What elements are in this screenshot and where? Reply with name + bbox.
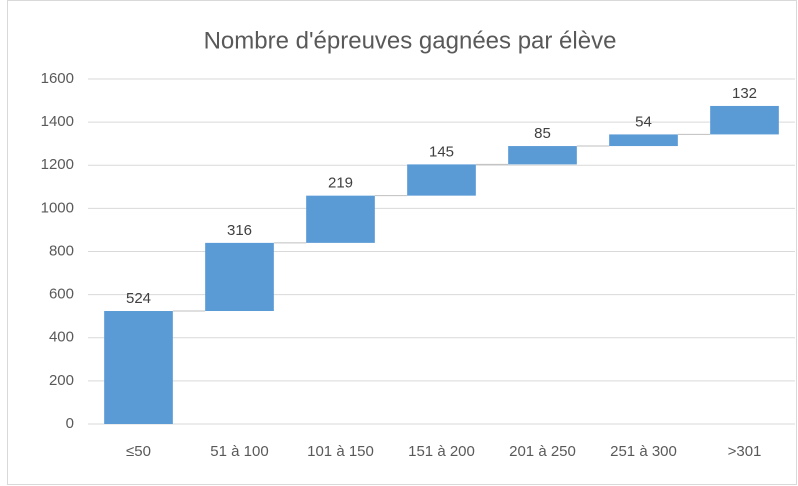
x-tick-label: 151 à 200 [408,443,475,460]
bar [407,164,476,196]
x-tick-label: >301 [728,443,762,460]
data-label: 145 [429,143,454,160]
y-tick-label: 600 [49,286,74,303]
x-tick-label: 51 à 100 [210,443,268,460]
bar [205,242,274,312]
data-label: 54 [635,113,652,130]
data-label: 524 [126,290,151,307]
data-label: 85 [534,125,551,142]
bar [306,195,375,243]
y-tick-label: 800 [49,242,74,259]
x-tick-label: 251 à 300 [610,443,677,460]
bar [710,105,779,135]
chart-title: Nombre d'épreuves gagnées par élève [204,27,617,54]
bar [104,311,173,424]
data-label: 132 [732,85,757,102]
bar [609,134,678,147]
x-tick-label: ≤50 [126,443,151,460]
y-tick-label: 1200 [41,156,74,173]
y-tick-label: 200 [49,372,74,389]
y-tick-label: 0 [66,415,74,432]
y-tick-label: 1000 [41,199,74,216]
y-tick-label: 1400 [41,113,74,130]
y-tick-label: 400 [49,329,74,346]
data-label: 219 [328,175,353,192]
data-label: 316 [227,222,252,239]
bar [508,146,577,165]
y-tick-label: 1600 [41,70,74,87]
x-tick-label: 201 à 250 [509,443,576,460]
x-tick-label: 101 à 150 [307,443,374,460]
